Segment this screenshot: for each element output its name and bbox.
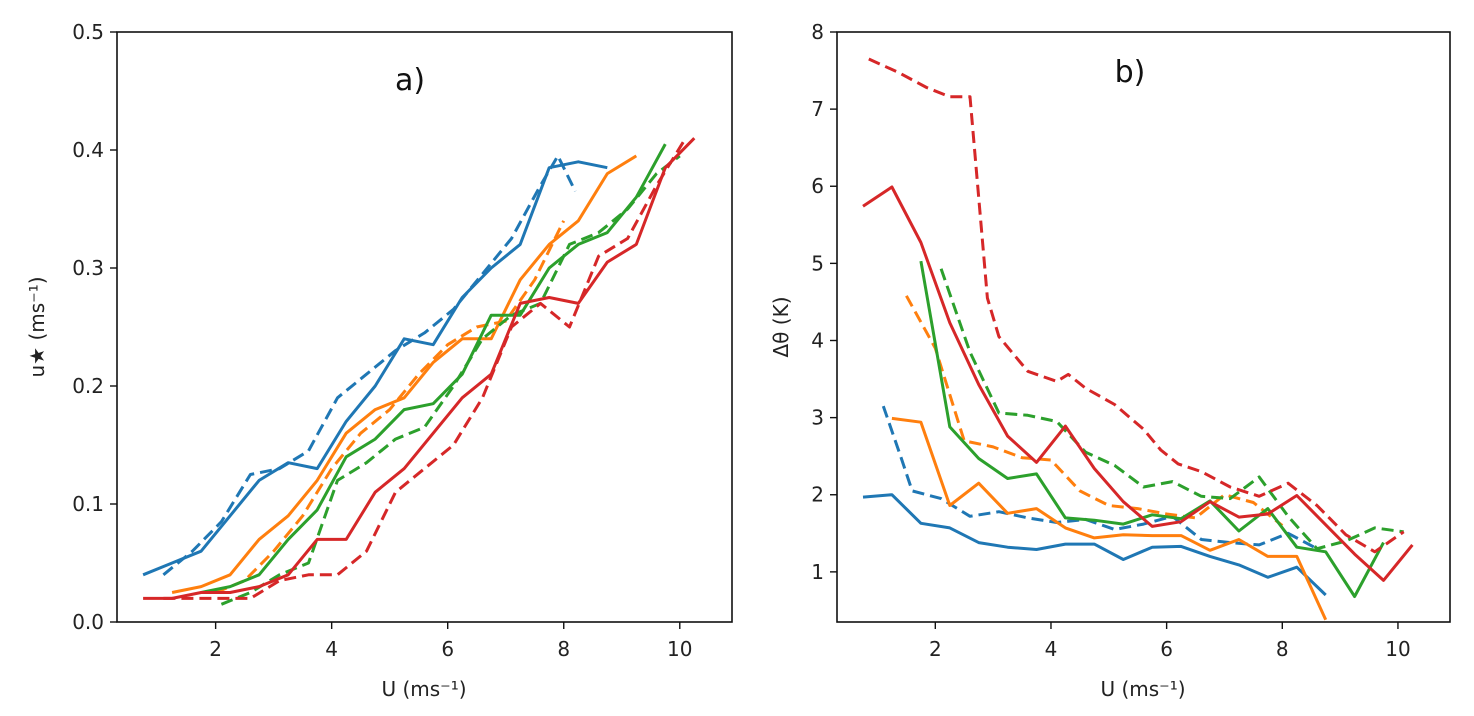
panel-a-y-tick-label: 0.4 <box>72 138 104 162</box>
panel-a-y-tick-label: 0.5 <box>72 20 104 44</box>
panel-a-series <box>142 137 696 606</box>
panel-b-x-tick-label: 2 <box>929 637 942 661</box>
panel-a-series-red-dashed <box>163 137 687 600</box>
panel-b-y-tick-label: 4 <box>811 328 824 352</box>
panel-b-y-tick-label: 6 <box>811 174 824 198</box>
panel-a-y-tick-label: 0.2 <box>72 374 104 398</box>
panel-b-y-tick-label: 5 <box>811 251 824 275</box>
panel-a-y-axis: 0.0 0.1 0.2 0.3 0.4 0.5 <box>72 20 117 634</box>
panel-b-x-tick-label: 6 <box>1160 637 1173 661</box>
panel-b-series-orange-solid <box>891 416 1328 621</box>
panel-b-y-tick-label: 7 <box>811 97 824 121</box>
panel-a-x-tick-label: 4 <box>325 637 338 661</box>
panel-a-x-tick-label: 10 <box>667 637 692 661</box>
panel-a-series-blue-solid <box>142 160 608 577</box>
panel-a-x-tick-label: 2 <box>209 637 222 661</box>
panel-a-x-axis: 2 4 6 8 10 <box>209 622 693 661</box>
panel-b-x-tick-label: 4 <box>1045 637 1058 661</box>
panel-b-y-tick-label: 3 <box>811 406 824 430</box>
panel-b-series-blue-solid <box>862 493 1327 597</box>
panel-a-x-axis-label: U (ms⁻¹) <box>381 677 466 701</box>
panel-a-series-blue-dashed <box>162 154 577 576</box>
panel-a-x-tick-label: 6 <box>441 637 454 661</box>
panel-b-y-tick-label: 2 <box>811 483 824 507</box>
panel-b-x-axis: 2 4 6 8 10 <box>929 622 1411 661</box>
panel-b-series <box>862 57 1414 621</box>
panel-a-plot-frame <box>116 31 733 623</box>
panel-a-series-orange-solid <box>171 154 638 594</box>
panel-a-series-red-solid <box>143 137 696 600</box>
panel-b-y-axis-label: Δθ (K) <box>769 297 793 358</box>
panel-a-y-axis-label: u★ (ms⁻¹) <box>25 276 49 377</box>
panel-a-y-tick-label: 0.0 <box>72 610 104 634</box>
panel-b-y-tick-label: 1 <box>811 560 824 584</box>
panel-a-series-orange-dashed <box>215 220 566 594</box>
panel-a-x-tick-label: 8 <box>557 637 570 661</box>
panel-b-x-axis-label: U (ms⁻¹) <box>1100 677 1185 701</box>
panel-b-x-tick-label: 8 <box>1276 637 1289 661</box>
panel-a-y-tick-label: 0.1 <box>72 492 104 516</box>
panel-a-title: a) <box>395 63 425 98</box>
panel-a: 2 4 6 8 10 0.0 0.1 0.2 0.3 0.4 0.5 a) U (ms⁻¹) u★… <box>25 20 733 701</box>
panel-b-series-red-solid <box>862 185 1414 582</box>
panel-a-series-green-solid <box>200 143 667 594</box>
panel-b-plot-frame <box>836 31 1451 623</box>
panel-b-series-green-dashed <box>939 268 1404 551</box>
panel-b-x-tick-label: 10 <box>1385 637 1410 661</box>
panel-a-y-tick-label: 0.3 <box>72 256 104 280</box>
panel-b-y-axis: 1 2 3 4 5 6 7 8 <box>811 20 837 584</box>
panel-b-title: b) <box>1115 55 1146 90</box>
panel-b-series-green-solid <box>919 260 1385 598</box>
panel-b-series-red-dashed <box>868 57 1405 554</box>
panel-b-y-tick-label: 8 <box>811 20 824 44</box>
